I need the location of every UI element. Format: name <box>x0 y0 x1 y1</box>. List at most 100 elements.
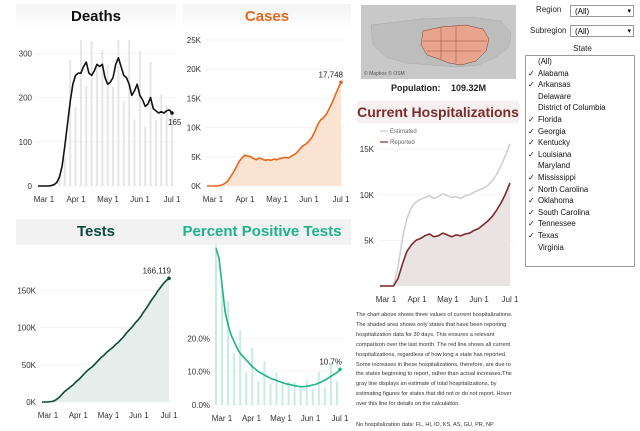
state-option[interactable]: ✓ Texas <box>526 230 634 242</box>
subregion-select-value: (All) <box>575 27 590 36</box>
region-select[interactable]: (All) ▾ <box>570 5 634 17</box>
daily-bar <box>335 381 338 405</box>
checkmark-icon: ✓ <box>528 114 535 124</box>
x-tick-label: Jul 1 <box>161 411 178 420</box>
x-tick-label: Jul 1 <box>333 195 350 204</box>
population-label: Population: <box>390 83 441 93</box>
state-option-label: Kentucky <box>538 138 571 148</box>
series-area <box>207 82 341 186</box>
y-tick-label: 25K <box>187 36 202 45</box>
checkmark-icon: ✓ <box>528 126 535 136</box>
state-option[interactable]: (All) <box>526 56 634 68</box>
daily-bar <box>311 389 314 405</box>
daily-bar <box>299 388 302 405</box>
daily-bar <box>269 383 272 405</box>
state-option-label: Arkansas <box>538 80 571 90</box>
tests-panel: Tests <box>16 219 176 429</box>
daily-bar <box>160 94 163 186</box>
state-option[interactable]: ✓ Georgia <box>526 126 634 138</box>
state-option[interactable]: ✓ Louisiana <box>526 149 634 161</box>
state-option-label: District of Columbia <box>538 103 606 113</box>
daily-bar <box>239 330 242 405</box>
y-tick-label: 0K <box>191 182 201 191</box>
state-list[interactable]: (All) ✓ Alabama ✓ Arkansas Delaware District o… <box>525 55 635 267</box>
x-tick-label: Apr 1 <box>69 411 89 420</box>
state-option[interactable]: Maryland <box>526 160 634 172</box>
daily-bar <box>154 120 157 186</box>
state-option[interactable]: ✓ North Carolina <box>526 184 634 196</box>
x-tick-label: Jun 1 <box>130 195 150 204</box>
daily-bar <box>171 110 173 186</box>
region-label: Region <box>536 5 562 14</box>
daily-bar <box>227 301 230 405</box>
checkmark-icon: ✓ <box>528 149 535 159</box>
checkmark-icon: ✓ <box>528 138 535 148</box>
daily-bar <box>233 353 236 405</box>
daily-bar <box>165 105 168 186</box>
state-option[interactable]: ✓ Tennessee <box>526 218 634 230</box>
x-tick-label: Apr 1 <box>407 295 427 304</box>
state-option-label: (All) <box>538 57 552 66</box>
daily-bar <box>138 50 141 186</box>
positive-chart: 0.0% 10.0% 20.0% Mar 1 Apr 1 May 1 Jun 1 Jul 1 1… <box>187 245 349 423</box>
subregion-select[interactable]: (All) ▾ <box>570 25 634 37</box>
legend-label: Estimated <box>390 129 417 135</box>
state-option-label: Delaware <box>538 91 571 101</box>
x-tick-label: Mar 1 <box>38 411 59 420</box>
state-option[interactable]: Delaware <box>526 91 634 103</box>
state-option[interactable]: ✓ Oklahoma <box>526 195 634 207</box>
y-tick-label: 10.0% <box>187 368 210 377</box>
end-value-label: 10.7% <box>319 357 342 366</box>
state-option[interactable]: Virginia <box>526 242 634 254</box>
x-tick-label: Jul 1 <box>332 414 349 423</box>
map-credit: © Mapbox © OSM <box>364 71 405 77</box>
x-tick-label: Apr 1 <box>242 414 262 423</box>
daily-bar <box>95 66 98 186</box>
daily-bar <box>117 40 120 186</box>
x-tick-label: May 1 <box>270 414 292 423</box>
state-option[interactable]: ✓ South Carolina <box>526 207 634 219</box>
deaths-panel: Deaths <box>16 4 176 214</box>
checkmark-icon: ✓ <box>528 80 535 90</box>
checkmark-icon: ✓ <box>528 68 535 78</box>
legend-label: Reported <box>390 140 415 146</box>
series-line <box>380 143 511 287</box>
y-tick-label: 100K <box>17 324 36 333</box>
population-value: 109.32M <box>450 83 487 93</box>
daily-bar <box>63 157 66 186</box>
series-area <box>42 278 169 402</box>
state-option-label: Texas <box>538 230 559 240</box>
state-option-label: Georgia <box>538 126 566 136</box>
daily-bar <box>215 245 217 405</box>
deaths-title: Deaths <box>16 4 176 30</box>
x-tick-label: Mar 1 <box>376 295 397 304</box>
state-option-label: Florida <box>538 114 562 124</box>
daily-bar <box>257 381 260 405</box>
end-point <box>170 111 174 115</box>
x-tick-label: Apr 1 <box>66 195 86 204</box>
state-option-label: Oklahoma <box>538 196 574 206</box>
series-line <box>207 82 342 187</box>
region-map[interactable]: © Mapbox © OSM <box>361 5 516 79</box>
daily-bar <box>263 361 266 405</box>
state-option[interactable]: ✓ Arkansas <box>526 79 634 91</box>
y-tick-label: 50K <box>22 361 37 370</box>
tests-chart: 0K 50K 100K 150K Mar 1 Apr 1 May 1 Jun 1 Jul 1 16… <box>17 266 178 420</box>
state-option[interactable]: ✓ Florida <box>526 114 634 126</box>
hospitalizations-title: Current Hospitalizations <box>357 101 519 123</box>
x-tick-label: May 1 <box>98 411 120 420</box>
state-option[interactable]: ✓ Kentucky <box>526 137 634 149</box>
state-option[interactable]: District of Columbia <box>526 102 634 114</box>
x-tick-label: Apr 1 <box>235 195 255 204</box>
hospitalizations-chart: 5K 10K 15K Mar 1 Apr 1 May 1 Jun 1 Jul 1 Estimat… <box>360 129 519 304</box>
y-tick-label: 300 <box>19 49 33 58</box>
series-line <box>215 248 341 388</box>
state-option[interactable]: ✓ Alabama <box>526 68 634 80</box>
checkmark-icon: ✓ <box>528 219 535 229</box>
end-point <box>338 367 342 372</box>
y-tick-label: 5K <box>191 153 201 162</box>
state-option[interactable]: ✓ Mississippi <box>526 172 634 184</box>
daily-bar <box>58 173 61 186</box>
x-tick-label: May 1 <box>266 195 288 204</box>
